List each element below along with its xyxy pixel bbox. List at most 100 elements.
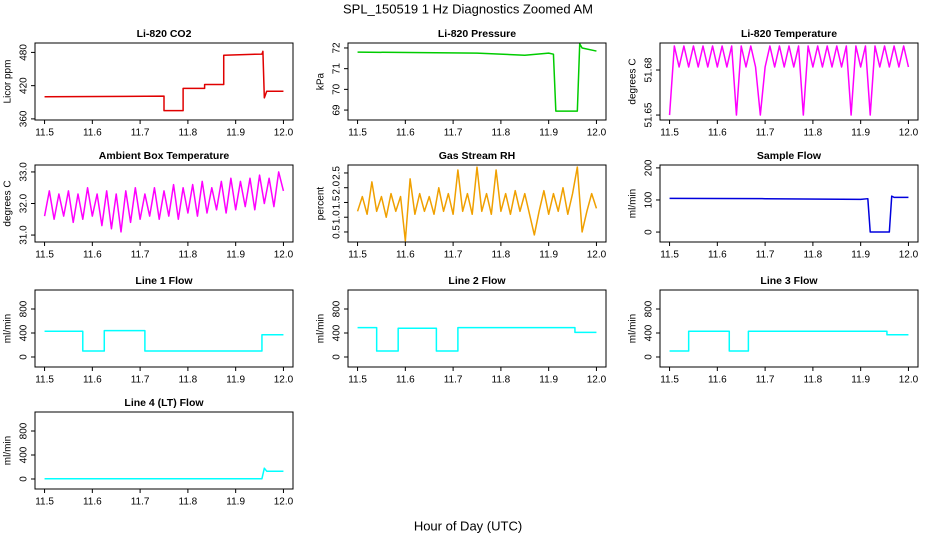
data-line [43, 171, 285, 233]
plot-area [43, 171, 285, 233]
x-tick-label: 11.8 [492, 250, 511, 261]
x-tick-label: 11.8 [179, 250, 198, 261]
y-tick-label: 0 [644, 354, 655, 360]
plot-area [669, 195, 909, 233]
y-tick-label: 400 [19, 324, 30, 341]
panel: Ambient Box Temperature degrees C 11.5 11.6… [3, 150, 294, 261]
y-tick-label: 71 [332, 63, 343, 75]
panel: Line 1 Flow ml/min 11.5 11.6 11.7 11.8 11.9 12.… [3, 275, 294, 386]
x-tick-label: 11.8 [804, 250, 823, 261]
x-tick-label: 11.6 [708, 375, 727, 386]
x-tick-label: 11.6 [396, 375, 415, 386]
x-tick-label: 11.5 [660, 128, 679, 139]
x-tick-label: 11.9 [226, 128, 245, 139]
panel-title: Line 4 (LT) Flow [124, 397, 204, 409]
x-tick-label: 12.0 [274, 250, 294, 261]
x-tick-label: 11.7 [756, 375, 775, 386]
x-tick-label: 11.6 [708, 250, 727, 261]
y-tick-label: 31.0 [19, 225, 30, 245]
data-line [669, 330, 909, 352]
plot-frame [347, 42, 607, 121]
x-tick-label: 11.7 [444, 250, 463, 261]
x-tick-label: 11.7 [756, 128, 775, 139]
y-axis-label: kPa [316, 72, 327, 90]
y-axis-label: ml/min [628, 314, 639, 343]
x-tick-label: 11.6 [83, 250, 102, 261]
y-axis-label: degrees C [3, 180, 14, 226]
plot-area [669, 330, 909, 352]
plot-area [44, 50, 284, 112]
y-tick-label: 0 [19, 354, 30, 360]
y-tick-label: 0 [332, 354, 343, 360]
y-tick-label: 400 [332, 324, 343, 341]
panel-title: Li-820 Pressure [438, 28, 516, 40]
x-tick-label: 12.0 [899, 250, 919, 261]
plot-area [357, 326, 597, 352]
plot-frame [34, 411, 294, 490]
plot-frame [34, 289, 294, 368]
y-tick-label: 800 [644, 300, 655, 317]
x-tick-label: 12.0 [587, 128, 607, 139]
x-tick-label: 11.5 [348, 375, 367, 386]
panel-title: Line 2 Flow [448, 275, 506, 287]
panel: Sample Flow ml/min 11.5 11.6 11.7 11.8 11.9 12.… [628, 150, 919, 261]
x-tick-label: 11.6 [708, 128, 727, 139]
y-axis-label: degrees C [628, 58, 639, 104]
x-tick-label: 11.9 [539, 375, 558, 386]
panel: Line 4 (LT) Flow ml/min 11.5 11.6 11.7 11.8 11… [3, 397, 294, 508]
x-tick-label: 11.5 [35, 497, 54, 508]
data-line [357, 326, 597, 352]
x-tick-label: 11.6 [396, 250, 415, 261]
plot-frame [659, 289, 919, 368]
x-tick-label: 11.9 [226, 250, 245, 261]
x-tick-label: 11.5 [348, 128, 367, 139]
plot-area [668, 45, 910, 116]
panel: Li-820 Temperature degrees C 11.5 11.6 11.7 1… [628, 28, 919, 139]
y-tick-label: 360 [19, 110, 30, 127]
x-tick-label: 11.5 [35, 250, 54, 261]
data-line [356, 166, 598, 242]
y-axis-label: ml/min [628, 189, 639, 218]
plot-frame [347, 289, 607, 368]
x-tick-label: 11.8 [179, 128, 198, 139]
y-tick-label: 33.0 [19, 162, 30, 182]
y-tick-label: 420 [19, 77, 30, 94]
y-tick-label: 72 [332, 42, 343, 54]
x-tick-label: 11.5 [35, 375, 54, 386]
plot-area [357, 43, 597, 112]
panel: Line 2 Flow ml/min 11.5 11.6 11.7 11.8 11.9 12.… [316, 275, 607, 386]
plot-frame [34, 42, 294, 121]
panel: Gas Stream RH percent 11.5 11.6 11.7 11.8 11.9… [316, 150, 607, 261]
x-tick-label: 12.0 [899, 375, 919, 386]
x-tick-label: 11.8 [804, 128, 823, 139]
x-tick-label: 11.7 [131, 128, 150, 139]
panel-title: Ambient Box Temperature [99, 150, 230, 162]
panel: Li-820 Pressure kPa 11.5 11.6 11.7 11.8 11.9 12… [316, 28, 607, 139]
data-line [44, 329, 284, 352]
y-tick-label: 70 [332, 83, 343, 95]
data-line [668, 45, 910, 116]
x-tick-label: 11.9 [226, 497, 245, 508]
panel: Line 3 Flow ml/min 11.5 11.6 11.7 11.8 11.9 12.… [628, 275, 919, 386]
y-tick-label: 0.5 [332, 225, 343, 239]
x-tick-label: 11.9 [851, 375, 870, 386]
x-tick-label: 11.7 [131, 375, 150, 386]
y-tick-label: 2.5 [332, 166, 343, 180]
x-tick-label: 11.5 [348, 250, 367, 261]
plot-area [356, 166, 598, 242]
y-tick-label: 0 [19, 476, 30, 482]
x-tick-label: 11.8 [179, 497, 198, 508]
y-axis-label: ml/min [316, 314, 327, 343]
data-line [669, 195, 909, 233]
figure-title: SPL_150519 1 Hz Diagnostics Zoomed AM [343, 1, 593, 16]
y-tick-label: 480 [19, 44, 30, 61]
x-tick-label: 11.5 [35, 128, 54, 139]
panel-title: Line 1 Flow [135, 275, 193, 287]
y-tick-label: 51.65 [644, 102, 655, 127]
x-tick-label: 11.7 [756, 250, 775, 261]
y-tick-label: 200 [644, 159, 655, 176]
x-tick-label: 11.8 [804, 375, 823, 386]
x-tick-label: 11.6 [83, 375, 102, 386]
data-line [44, 467, 284, 480]
